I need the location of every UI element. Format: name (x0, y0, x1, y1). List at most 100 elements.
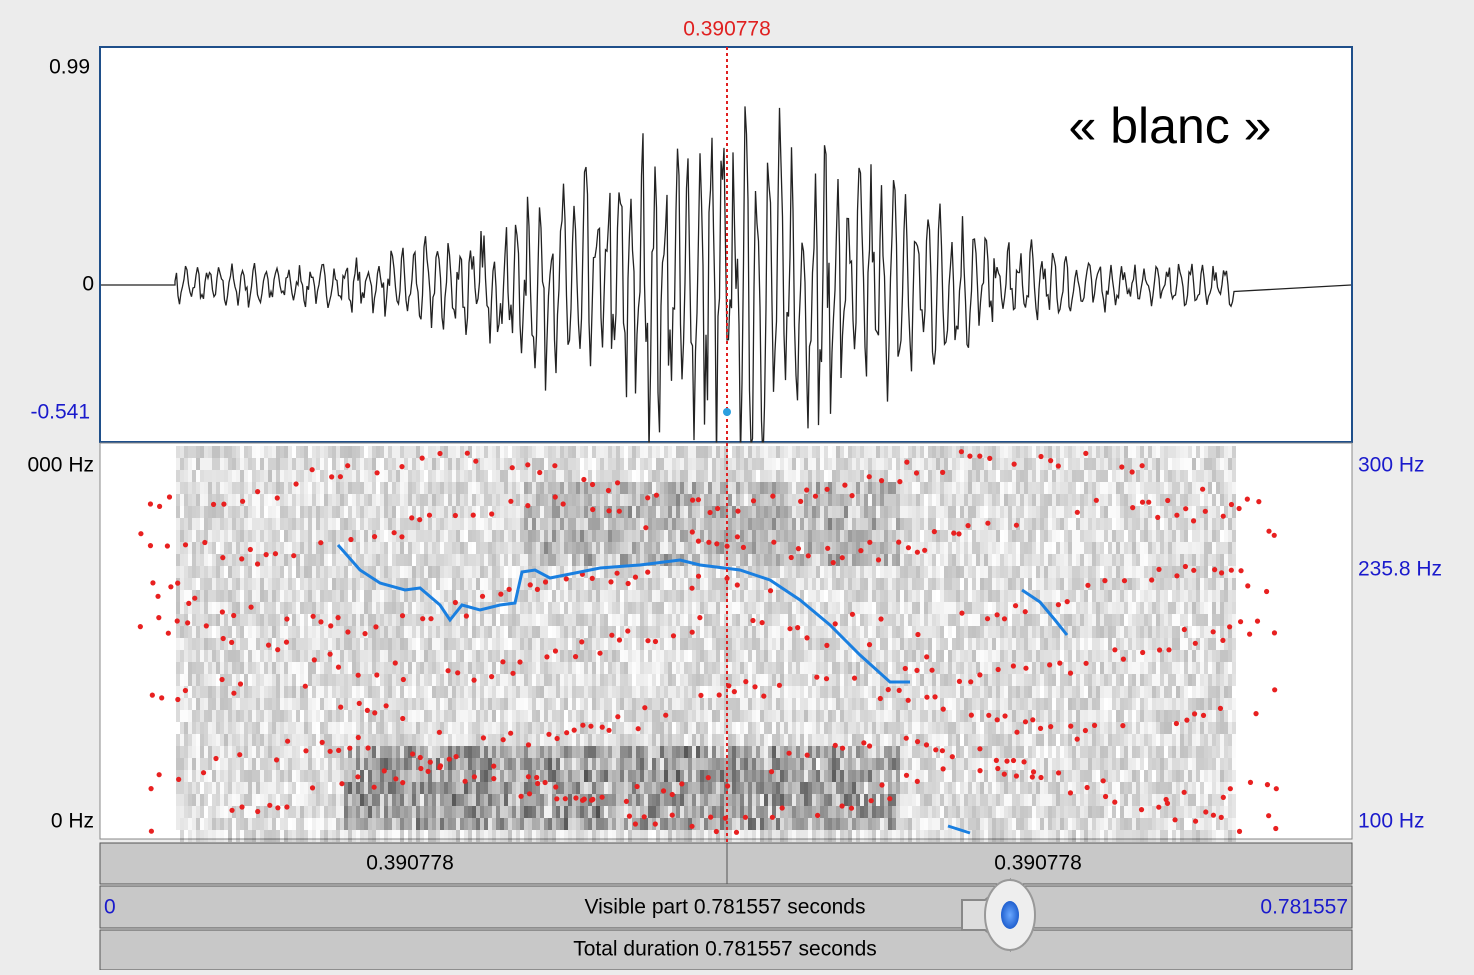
spectrogram-cell (484, 542, 488, 554)
spectrogram-cell (304, 782, 308, 794)
spectrogram-cell (600, 662, 604, 674)
spectrogram-cell (276, 674, 280, 686)
spectrogram-cell (676, 794, 680, 806)
spectrogram-cell (400, 722, 404, 734)
spectrogram-cell (280, 686, 284, 698)
spectrogram-cell (424, 734, 428, 746)
spectrogram-cell (392, 554, 396, 566)
spectrogram-cell (224, 482, 228, 494)
spectrogram-cell (428, 638, 432, 650)
spectrogram-cell (456, 698, 460, 710)
spectrogram-cell (328, 446, 332, 458)
spectrogram-cell (184, 566, 188, 578)
spectrogram-cell (700, 518, 704, 530)
spectrogram-cell (272, 650, 276, 662)
spectrogram-cell (248, 578, 252, 590)
spectrogram-cell (748, 626, 752, 638)
spectrogram-cell (360, 482, 364, 494)
spectrogram-cell (372, 722, 376, 734)
spectrogram-cell (208, 818, 212, 830)
spectrogram-cell (204, 482, 208, 494)
spectrogram-cell (368, 686, 372, 698)
spectrogram-cell (584, 638, 588, 650)
spectrogram-cell (276, 686, 280, 698)
spectrogram-cell (556, 686, 560, 698)
spectrogram-cell (232, 770, 236, 782)
spectrogram-cell (564, 626, 568, 638)
spectrogram-cell (208, 698, 212, 710)
spectrogram-cell (396, 590, 400, 602)
spectrogram-cell (496, 722, 500, 734)
spectrogram-cell (572, 578, 576, 590)
spectrogram-cell (352, 542, 356, 554)
spectrogram-cell (564, 806, 568, 818)
spectrogram-cell (464, 722, 468, 734)
spectrogram-cell (728, 710, 732, 722)
spectrogram-cell (180, 698, 184, 710)
spectrogram-cell (684, 674, 688, 686)
spectrogram-cell (456, 494, 460, 506)
spectrogram-cell (268, 590, 272, 602)
spectrogram-cell (448, 446, 452, 458)
spectrogram-cell (644, 506, 648, 518)
spectrogram-cell (348, 542, 352, 554)
spectrogram-cell (180, 722, 184, 734)
spectrogram-cell (380, 626, 384, 638)
spectrogram-cell (544, 494, 548, 506)
spectrogram-cell (176, 482, 180, 494)
spectrogram-cell (696, 602, 700, 614)
spectrogram-cell (452, 782, 456, 794)
spectrogram-cell (400, 698, 404, 710)
spectrogram-cell (296, 638, 300, 650)
spectrogram-cell (736, 710, 740, 722)
spectrogram-cell (372, 770, 376, 782)
spectrogram-cell (704, 446, 708, 458)
spectrogram-cell (556, 578, 560, 590)
spectrogram-cell (464, 590, 468, 602)
spectrogram-cell (312, 626, 316, 638)
spectrogram-cell (600, 542, 604, 554)
spectrogram-cell (464, 734, 468, 746)
spectrogram-cell (696, 698, 700, 710)
spectrogram-cell (256, 446, 260, 458)
spectrogram-cell (380, 518, 384, 530)
spectrogram-cell (308, 746, 312, 758)
spectrogram-cell (456, 806, 460, 818)
spectrogram-cell (552, 530, 556, 542)
spectrogram-cell (416, 626, 420, 638)
spectrogram-cell (548, 818, 552, 830)
spectrogram-cell (692, 746, 696, 758)
spectrogram-cell (280, 458, 284, 470)
spectrogram-cell (548, 674, 552, 686)
spectrogram-cell (664, 806, 668, 818)
spectrogram-cell (740, 722, 744, 734)
spectrogram-cell (232, 506, 236, 518)
spectrogram-cell (720, 542, 724, 554)
spectrogram-cell (192, 746, 196, 758)
spectrogram-cell (264, 494, 268, 506)
spectrogram-cell (412, 470, 416, 482)
spectrogram-cell (400, 446, 404, 458)
spectrogram-cell (640, 758, 644, 770)
spectrogram-cell (228, 698, 232, 710)
spectrogram-cell (196, 566, 200, 578)
spectrogram-cell (184, 554, 188, 566)
spectrogram-cell (388, 446, 392, 458)
spectrogram-cell (708, 662, 712, 674)
spectrogram-cell (216, 770, 220, 782)
spectrogram-cell (640, 470, 644, 482)
spectrogram-cell (736, 458, 740, 470)
spectrogram-cell (640, 650, 644, 662)
spectrogram-cell (564, 698, 568, 710)
spectrogram-cell (564, 758, 568, 770)
spectrogram-cell (376, 734, 380, 746)
spectrogram-cell (600, 482, 604, 494)
spectrogram-cell (260, 590, 264, 602)
spectrogram-cell (596, 470, 600, 482)
spectrogram-cell (576, 626, 580, 638)
spectrogram-cell (256, 626, 260, 638)
spectrogram-cell (476, 482, 480, 494)
spectrogram-cell (492, 794, 496, 806)
spectrogram-cell (256, 662, 260, 674)
spectrogram-cell (760, 578, 764, 590)
